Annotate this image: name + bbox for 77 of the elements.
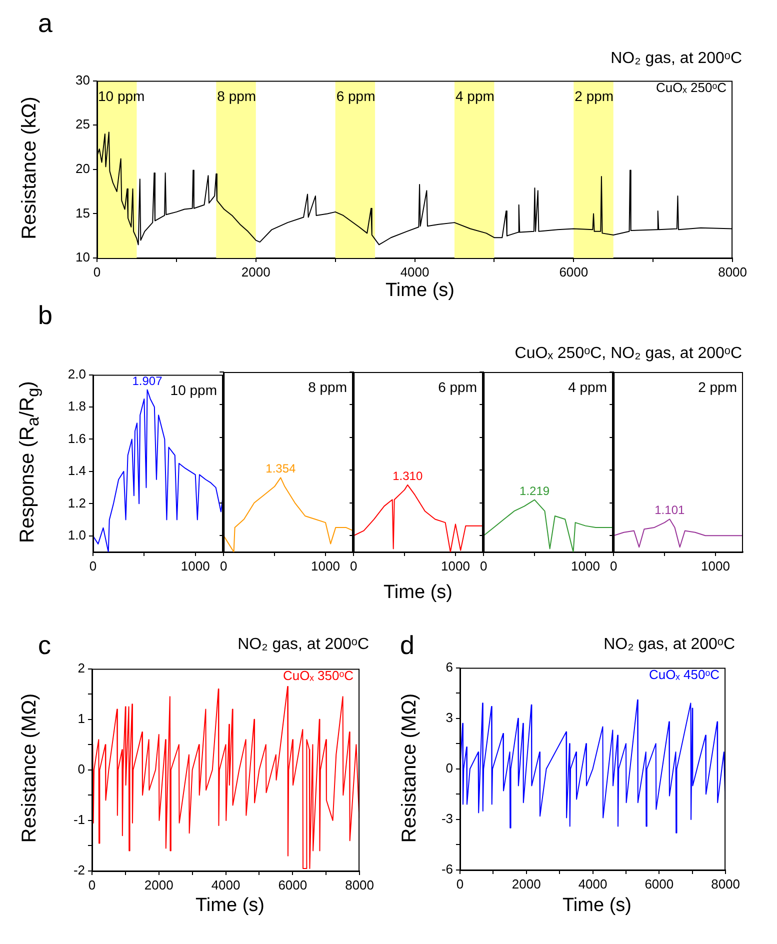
- x-axis-title: Time (s): [562, 895, 632, 917]
- x-tick-label: 1000: [701, 558, 730, 574]
- chart-title: NO₂ gas, at 200ᵒC: [610, 50, 742, 68]
- x-tick-label: 1000: [441, 558, 470, 574]
- annotation: 1.219: [520, 484, 550, 498]
- annotation: 1.101: [654, 503, 685, 518]
- annotation: 4 ppm: [568, 379, 607, 395]
- x-tick-label: 8000: [345, 877, 374, 892]
- band-label: 4 ppm: [455, 88, 494, 104]
- x-tick-label: 1000: [311, 558, 340, 574]
- y-tick-label: -6: [441, 862, 453, 877]
- y-tick-label: 1.0: [68, 527, 86, 542]
- y-tick-label: 0: [78, 761, 85, 776]
- text: a: [38, 8, 52, 39]
- y-tick-label: 1.6: [68, 430, 86, 446]
- annotation: 1.310: [392, 468, 423, 483]
- x-tick-label: 0: [220, 558, 228, 574]
- y-tick-label: 2.0: [68, 366, 86, 382]
- y-tick-label: 6: [446, 659, 453, 674]
- x-tick-label: 6000: [278, 877, 308, 892]
- series-label: CuOₓ 350ᵒC: [282, 668, 354, 683]
- y-tick-label: 25: [76, 116, 90, 132]
- y-tick-label: -3: [441, 811, 453, 826]
- y-tick-label: -2: [73, 862, 85, 878]
- band-label: 8 ppm: [217, 88, 256, 104]
- y-axis-title: Resistance (MΩ): [398, 693, 422, 843]
- y-tick-label: 3: [446, 710, 453, 725]
- annotation: 1.907: [132, 374, 163, 388]
- x-tick-label: 2000: [512, 876, 541, 892]
- series-label: CuOₓ 450ᵒC: [648, 666, 720, 682]
- x-tick-label: 6000: [559, 264, 588, 280]
- annotation: 8 ppm: [308, 379, 347, 395]
- x-axis-title: Time (s): [384, 582, 452, 604]
- y-tick-label: 10: [76, 250, 90, 265]
- y-tick-label: 20: [76, 160, 90, 176]
- x-tick-label: 8000: [718, 264, 747, 280]
- y-axis-title: Resistance (kΩ): [18, 96, 42, 240]
- x-tick-label: 2000: [144, 877, 174, 892]
- chart-title: NO₂ gas, at 200ᵒC: [604, 636, 735, 654]
- band-label: 2 ppm: [574, 88, 614, 104]
- annotation: 2 ppm: [698, 379, 737, 395]
- x-tick-label: 0: [480, 558, 488, 574]
- x-tick-label: 2000: [241, 264, 270, 280]
- x-tick-label: 0: [93, 264, 101, 280]
- x-tick-label: 0: [456, 876, 464, 892]
- x-tick-label: 8000: [711, 876, 740, 892]
- x-axis-title: Time (s): [386, 280, 454, 302]
- band-label: 6 ppm: [336, 88, 376, 104]
- x-axis-title: Time (s): [196, 895, 264, 917]
- annotation: 6 ppm: [438, 379, 477, 395]
- text: CuOₓ 250ᵒC: [656, 80, 727, 95]
- x-tick-label: 4000: [211, 877, 240, 892]
- text: c: [38, 630, 51, 661]
- y-tick-label: 1: [78, 710, 85, 726]
- chart-title: CuOₓ 250ᵒC, NO₂ gas, at 200ᵒC: [514, 345, 742, 363]
- x-tick-label: 1000: [571, 558, 600, 574]
- annotation: 10 ppm: [170, 382, 217, 398]
- band-label: 10 ppm: [98, 88, 145, 104]
- x-tick-label: 0: [610, 558, 618, 574]
- y-tick-label: 2: [78, 660, 85, 676]
- x-tick-label: 1000: [180, 558, 210, 574]
- text: d: [400, 630, 414, 661]
- x-tick-label: 4000: [578, 876, 608, 892]
- chart-title: NO₂ gas, at 200ᵒC: [238, 636, 369, 654]
- annotation: 1.354: [266, 462, 296, 476]
- x-tick-label: 0: [350, 558, 358, 574]
- y-tick-label: 1.2: [68, 495, 86, 510]
- y-tick-label: -1: [73, 812, 85, 828]
- y-tick-label: 30: [76, 72, 90, 88]
- y-tick-label: 1.4: [68, 463, 86, 478]
- y-tick-label: 1.8: [68, 398, 86, 414]
- y-axis-title: Resistance (MΩ): [18, 693, 42, 843]
- text: b: [38, 300, 52, 331]
- y-tick-label: 15: [76, 205, 90, 220]
- x-tick-label: 4000: [400, 264, 430, 280]
- x-tick-label: 6000: [644, 876, 674, 892]
- y-tick-label: 0: [446, 760, 453, 776]
